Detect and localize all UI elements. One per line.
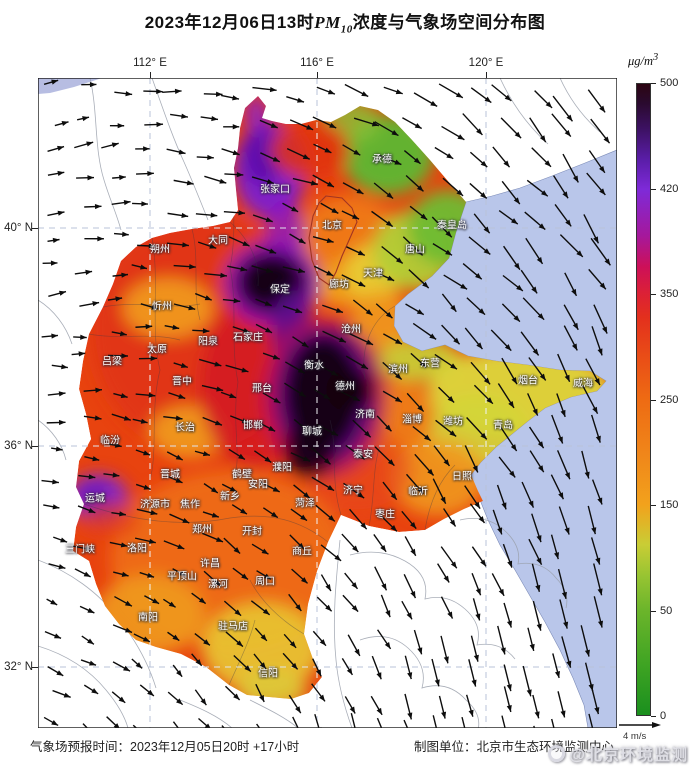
unit-exponent: 3 xyxy=(653,52,659,63)
axis-tick xyxy=(486,72,487,78)
wind-arrows xyxy=(41,79,611,728)
axis-tick xyxy=(32,446,38,447)
watermark-text: @北京环境监测 xyxy=(569,747,688,764)
axis-tick xyxy=(32,228,38,229)
axis-tick xyxy=(32,667,38,668)
forecast-time-caption: 气象场预报时间：2023年12月05日20时 +17小时 xyxy=(30,740,300,754)
colorbar-tick xyxy=(651,83,656,84)
title-date: 2023年12月06日13时 xyxy=(144,13,315,32)
map-panel: 张家口 承德 北京 大同 朔州 秦皇岛 唐山 天津 廊坊 保定 忻州 沧州 石家庄 阳泉 太原 吕梁 衡水 滨州东… xyxy=(38,78,617,728)
colorbar-tick-label: 0 xyxy=(660,710,667,722)
colorbar-unit-label: μg/m3 xyxy=(628,52,690,69)
wind-reference-arrow xyxy=(619,722,661,728)
map-canvas xyxy=(38,78,617,728)
longitude-label: 116° E xyxy=(300,57,334,69)
beijing-boundary xyxy=(308,195,358,286)
latitude-label: 36° N xyxy=(4,440,33,452)
colorbar-tick-label: 250 xyxy=(660,393,679,406)
colorbar-tick xyxy=(651,399,656,401)
colorbar-tick xyxy=(651,610,656,612)
title-pollutant-subscript: 10 xyxy=(340,23,353,36)
colorbar xyxy=(636,83,651,716)
colorbar-tick-label: 50 xyxy=(660,604,673,617)
colorbar-tick xyxy=(651,294,656,295)
colorbar-tick xyxy=(651,505,656,506)
colorbar-tick xyxy=(651,188,656,190)
colorbar-tick-label: 350 xyxy=(660,288,679,300)
wind-reference-label: 4 m/s xyxy=(623,731,647,742)
colorbar-tick-label: 150 xyxy=(660,499,679,511)
latitude-label: 32° N xyxy=(4,661,33,673)
title-suffix: 浓度与气象场空间分布图 xyxy=(352,13,546,32)
colorbar-tick-label: 500 xyxy=(660,77,679,89)
axis-tick xyxy=(317,72,318,78)
longitude-label: 112° E xyxy=(133,57,167,69)
unit-text: μg/m xyxy=(628,54,654,69)
watermark: @北京环境监测 xyxy=(548,741,688,765)
colorbar-tick-label: 420 xyxy=(660,182,679,195)
wind-reference: 4 m/s xyxy=(615,718,671,748)
watermark-logo-icon xyxy=(548,744,566,762)
page-title: 2023年12月06日13时PM10浓度与气象场空间分布图 xyxy=(0,8,690,35)
axis-tick xyxy=(150,72,151,78)
latitude-label: 40° N xyxy=(4,222,33,234)
longitude-label: 120° E xyxy=(468,57,504,69)
colorbar-tick xyxy=(651,716,656,717)
title-pollutant: PM xyxy=(314,13,341,32)
